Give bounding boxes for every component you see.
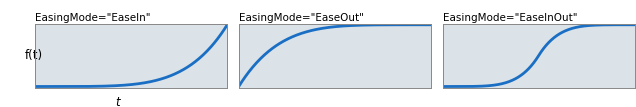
Text: EasingMode="EaseOut": EasingMode="EaseOut": [238, 13, 364, 23]
Text: EasingMode="EaseIn": EasingMode="EaseIn": [35, 13, 151, 23]
Text: EasingMode="EaseInOut": EasingMode="EaseInOut": [443, 13, 577, 23]
Text: t: t: [115, 96, 120, 107]
Y-axis label: f(t): f(t): [25, 49, 43, 62]
